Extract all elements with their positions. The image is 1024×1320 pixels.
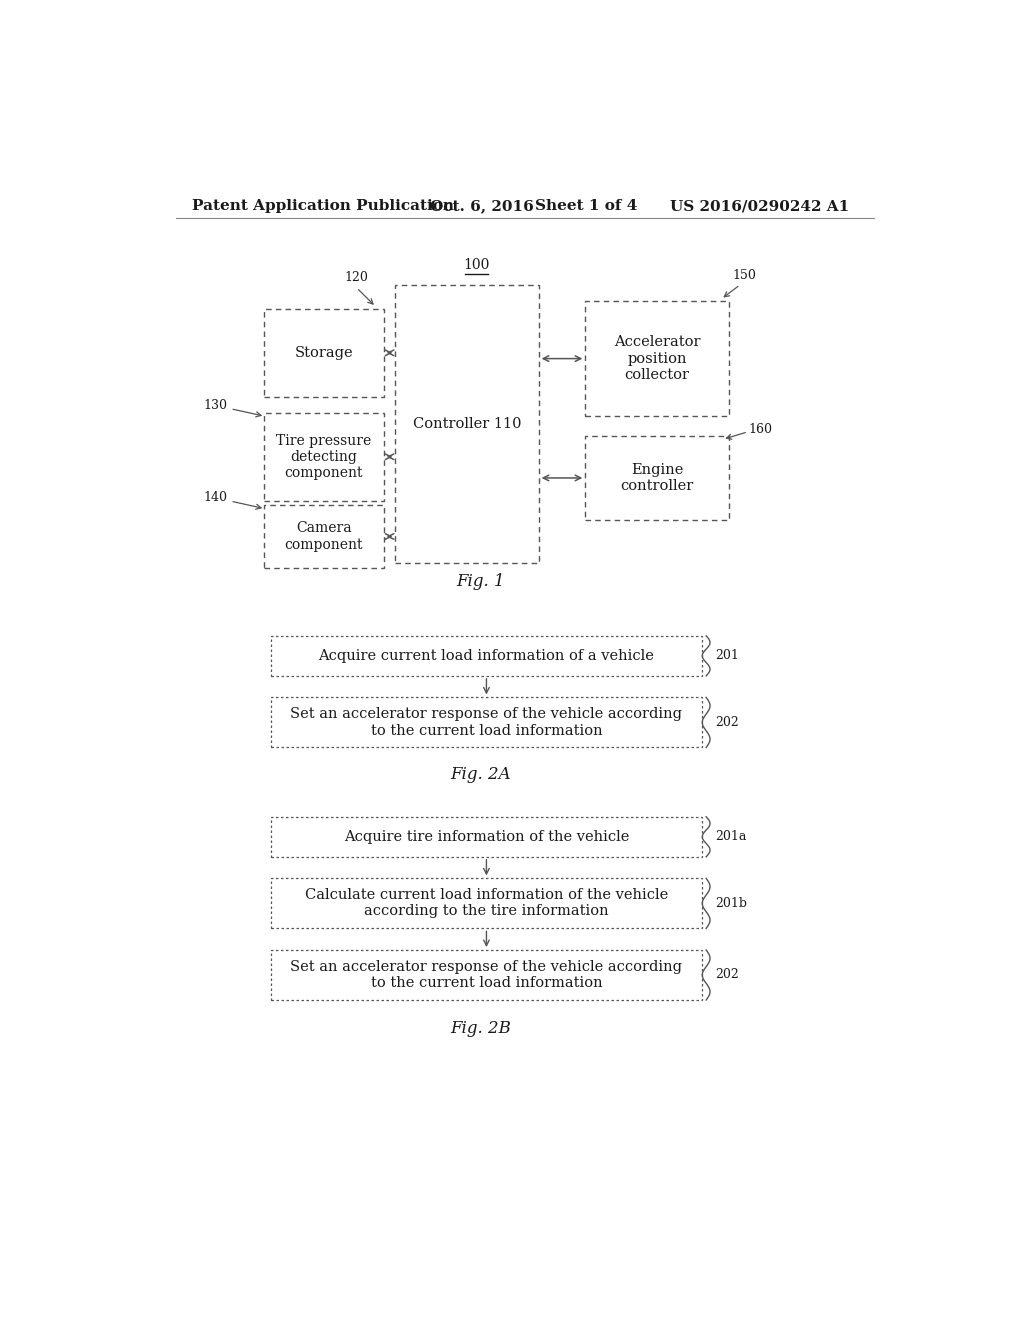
Bar xyxy=(263,506,384,568)
Text: Oct. 6, 2016: Oct. 6, 2016 xyxy=(430,199,534,213)
Bar xyxy=(263,413,384,502)
Text: Storage: Storage xyxy=(294,346,353,360)
Text: Camera
component: Camera component xyxy=(285,521,362,552)
Text: Sheet 1 of 4: Sheet 1 of 4 xyxy=(535,199,637,213)
Text: Controller 110: Controller 110 xyxy=(413,417,521,432)
Bar xyxy=(395,285,539,562)
Text: 100: 100 xyxy=(464,259,489,272)
Text: Engine
controller: Engine controller xyxy=(621,463,693,494)
Bar xyxy=(271,697,701,747)
Text: Set an accelerator response of the vehicle according
to the current load informa: Set an accelerator response of the vehic… xyxy=(291,960,682,990)
Bar xyxy=(263,309,384,397)
Text: 120: 120 xyxy=(345,271,369,284)
Text: Calculate current load information of the vehicle
according to the tire informat: Calculate current load information of th… xyxy=(305,888,668,919)
Text: Set an accelerator response of the vehicle according
to the current load informa: Set an accelerator response of the vehic… xyxy=(291,708,682,738)
Bar xyxy=(271,950,701,1001)
Text: Tire pressure
detecting
component: Tire pressure detecting component xyxy=(276,433,372,480)
Bar xyxy=(271,636,701,676)
Bar xyxy=(586,301,729,416)
Text: Patent Application Publication: Patent Application Publication xyxy=(191,199,454,213)
Text: 202: 202 xyxy=(716,969,739,982)
Text: 201b: 201b xyxy=(716,896,748,909)
Text: US 2016/0290242 A1: US 2016/0290242 A1 xyxy=(671,199,850,213)
Text: 160: 160 xyxy=(748,422,772,436)
Text: Fig. 1: Fig. 1 xyxy=(457,573,505,590)
Bar xyxy=(271,878,701,928)
Text: Accelerator
position
collector: Accelerator position collector xyxy=(613,335,700,381)
Text: 150: 150 xyxy=(732,268,756,281)
Text: 201: 201 xyxy=(716,649,739,663)
Text: 140: 140 xyxy=(203,491,227,504)
Bar xyxy=(271,817,701,857)
Text: Acquire tire information of the vehicle: Acquire tire information of the vehicle xyxy=(344,830,629,843)
Text: Acquire current load information of a vehicle: Acquire current load information of a ve… xyxy=(318,649,654,663)
Bar xyxy=(586,436,729,520)
Text: Fig. 2A: Fig. 2A xyxy=(451,766,511,783)
Text: Fig. 2B: Fig. 2B xyxy=(451,1020,511,1038)
Text: 130: 130 xyxy=(203,399,227,412)
Text: 202: 202 xyxy=(716,715,739,729)
Text: 201a: 201a xyxy=(716,830,746,843)
